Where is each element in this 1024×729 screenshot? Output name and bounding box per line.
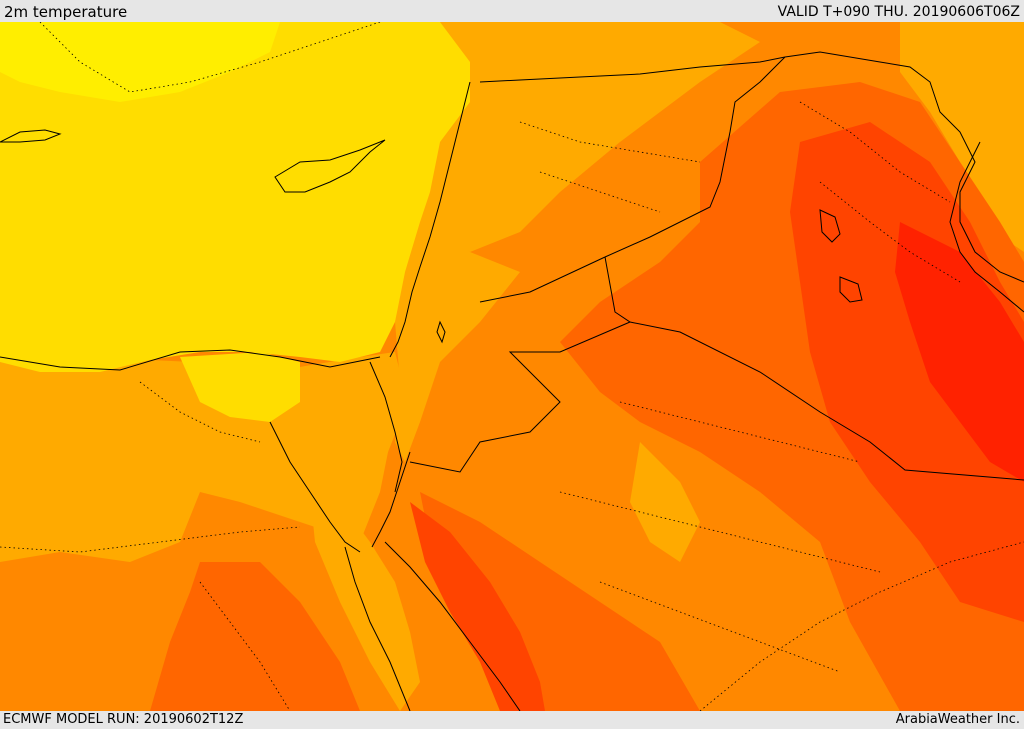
lake-habbaniyah (839, 276, 863, 303)
admin-line-1 (519, 121, 701, 163)
lake-tharthar (819, 209, 841, 243)
temp-band-amber-north (420, 22, 760, 252)
temp-band-dark-orange-africa (150, 562, 360, 711)
admin-line-9 (139, 381, 261, 443)
temp-band-yellow-nile-delta (180, 352, 300, 422)
lake-tiberias (436, 320, 446, 344)
bottom-footer-bar: ECMWF MODEL RUN: 20190602T12Z ArabiaWeat… (0, 711, 1024, 729)
country-borders (369, 51, 1024, 493)
island-crete (0, 129, 62, 143)
admin-boundaries (0, 22, 1024, 711)
coastline-red-sea-west (344, 546, 411, 711)
coastline-levant (389, 81, 471, 358)
temp-band-red-gulf (895, 222, 1024, 482)
sea-area-mediterranean (0, 22, 470, 372)
border-jordan-saudi (409, 321, 631, 473)
temperature-map (0, 22, 1024, 711)
coastline-egypt (0, 349, 381, 371)
admin-line-5 (619, 401, 861, 463)
border-jordan-syria (479, 256, 606, 303)
admin-line-6 (559, 491, 881, 573)
temp-band-amber-southeast (630, 442, 700, 562)
model-run-label: ECMWF MODEL RUN: 20190602T12Z (3, 712, 244, 727)
credit-label: ArabiaWeather Inc. (895, 712, 1020, 727)
border-egypt-israel (369, 361, 403, 493)
map-title: 2m temperature (4, 3, 128, 21)
island-cyprus (274, 139, 386, 193)
admin-line-8 (0, 526, 301, 553)
temp-band-dark-orange-arabia (420, 492, 700, 711)
border-iraq-jordan-saudi (604, 256, 1024, 481)
valid-time-label: VALID T+090 THU. 20190606T06Z (777, 4, 1020, 20)
temp-band-red-orange-mesopotamia (790, 122, 1024, 622)
coastlines (0, 81, 1024, 711)
temp-band-light-yellow-aegean (0, 22, 280, 102)
coastline-gulf-of-aqaba (371, 451, 411, 548)
temp-band-amber-sinai (280, 357, 400, 482)
admin-line-2 (539, 171, 661, 213)
admin-line-3 (799, 101, 951, 203)
admin-line-4 (819, 181, 961, 283)
coastline-gulf-of-suez (269, 421, 361, 553)
temp-band-amber-redsea (310, 492, 420, 711)
admin-line-11 (39, 22, 381, 93)
top-header-bar: 2m temperature VALID T+090 THU. 20190606… (0, 0, 1024, 22)
border-turkey-syria (479, 56, 786, 83)
coastline-persian-gulf (949, 141, 1024, 313)
coastline-red-sea-east (384, 541, 521, 711)
temp-band-amber-levant (395, 192, 520, 462)
border-syria-iraq (604, 56, 786, 258)
border-iraq-iran (784, 51, 1024, 283)
temp-band-red-orange-hejaz (410, 502, 545, 711)
